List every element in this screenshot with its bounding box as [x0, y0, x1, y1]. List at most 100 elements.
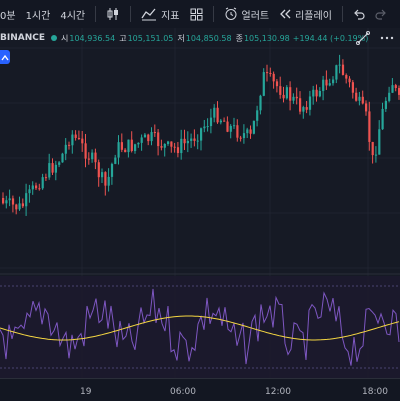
undo-button[interactable]	[353, 8, 365, 20]
candle-body	[384, 100, 387, 109]
candle-body	[249, 129, 252, 134]
candle-body	[328, 83, 331, 86]
candle-body	[44, 177, 48, 179]
more-options-icon[interactable]	[380, 31, 394, 45]
rewind-icon	[280, 9, 291, 19]
grid-icon	[190, 8, 202, 20]
trend-line-icon[interactable]	[356, 31, 370, 45]
redo-button[interactable]	[375, 8, 387, 20]
candle-body	[163, 143, 166, 148]
candle-body	[143, 134, 147, 138]
low-label: 저	[177, 33, 185, 43]
drawing-tools	[356, 30, 400, 46]
candle-body	[183, 138, 186, 144]
timeframe-0[interactable]: 0분	[0, 10, 16, 22]
candle-body	[256, 110, 259, 121]
high-label: 고	[119, 33, 127, 43]
candle-body	[358, 96, 361, 101]
candle-body	[246, 129, 249, 134]
indicators-button[interactable]: 지표	[141, 7, 180, 22]
candle-body	[71, 134, 74, 146]
candle-body	[193, 138, 196, 141]
candle-body	[114, 157, 117, 164]
candle-body	[150, 132, 153, 142]
signal-line	[0, 315, 400, 341]
timeframe-1h[interactable]: 1시간	[25, 10, 51, 22]
candle-body	[77, 137, 81, 139]
candle-body	[374, 154, 378, 156]
candle-type-button[interactable]	[106, 7, 120, 21]
candle-body	[368, 111, 371, 142]
candle-body	[292, 96, 295, 101]
candle-body	[206, 126, 209, 128]
candle-body	[325, 79, 328, 86]
symbol-exchange[interactable]: BINANCE	[0, 33, 45, 43]
candle-body	[140, 137, 143, 143]
candle-body	[8, 198, 11, 201]
candle-body	[322, 79, 325, 91]
candle-body	[315, 89, 318, 97]
market-status-dot	[51, 35, 57, 41]
close-label: 종	[235, 33, 243, 43]
candle-body	[48, 163, 51, 178]
candle-body	[28, 189, 31, 194]
candle-body	[127, 139, 130, 153]
candle-body	[21, 203, 24, 207]
replay-button[interactable]: 리플레이	[279, 7, 332, 22]
candle-body	[302, 107, 305, 112]
undo-icon	[354, 9, 365, 20]
candle-body	[180, 138, 183, 154]
templates-button[interactable]	[190, 8, 203, 21]
low-value: 104,850.58	[185, 33, 232, 43]
candle-body	[209, 117, 213, 127]
redo-icon	[375, 9, 386, 20]
candle-body	[242, 133, 246, 139]
candle-body	[137, 142, 140, 145]
candle-body	[365, 103, 368, 112]
candle-body	[381, 108, 384, 130]
candle-body	[226, 121, 229, 132]
candle-body	[87, 158, 90, 160]
time-axis[interactable]: 19 06:00 12:00 18:00	[0, 378, 400, 401]
candle-body	[335, 65, 338, 80]
candle-body	[120, 142, 123, 150]
candle-body	[262, 72, 265, 96]
candle-body	[275, 81, 279, 87]
candle-body	[107, 176, 110, 186]
candle-body	[134, 144, 137, 152]
candle-body	[97, 162, 100, 178]
candle-body	[345, 74, 348, 79]
price-chart[interactable]	[0, 28, 400, 378]
candle-body	[61, 153, 64, 163]
candle-body	[18, 203, 21, 210]
candle-body	[91, 152, 94, 160]
candle-body	[203, 126, 206, 129]
candle-body	[15, 204, 18, 210]
candle-body	[25, 193, 28, 207]
candle-body	[341, 64, 345, 75]
collapse-legend-button[interactable]	[0, 50, 10, 64]
candle-body	[233, 125, 236, 127]
candle-body	[394, 85, 397, 89]
toolbar-divider	[95, 6, 97, 22]
candle-body	[266, 72, 269, 74]
open-label: 시	[61, 33, 69, 43]
timeframe-4h[interactable]: 4시간	[60, 10, 86, 22]
candle-body	[2, 198, 5, 204]
candle-body	[213, 107, 216, 118]
alert-button[interactable]: 얼러트	[224, 7, 269, 22]
candle-body	[64, 144, 67, 154]
candle-body	[196, 140, 199, 142]
candle-body	[167, 141, 170, 144]
candle-body	[104, 172, 107, 186]
candle-body	[308, 96, 312, 110]
chart-pane[interactable]	[0, 28, 400, 378]
alarm-clock-icon	[225, 7, 236, 20]
candle-body	[74, 134, 77, 138]
toolbar-divider	[341, 6, 343, 22]
candle-body	[51, 163, 54, 173]
candle-body	[371, 141, 374, 156]
candle-body	[186, 140, 189, 144]
candle-body	[11, 198, 15, 205]
candle-body	[41, 177, 44, 189]
